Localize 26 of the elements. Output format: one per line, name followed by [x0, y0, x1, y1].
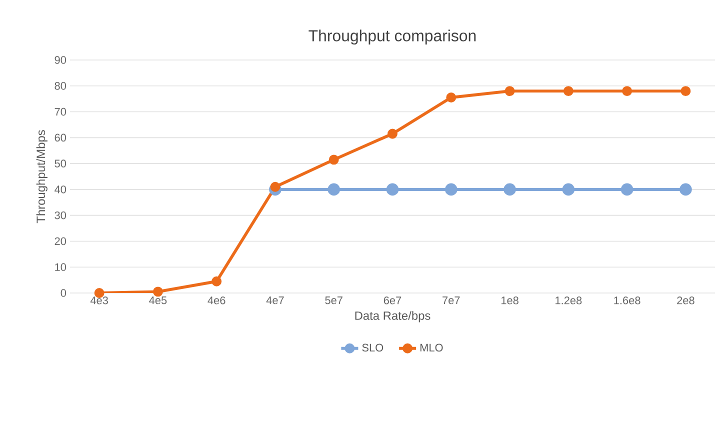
y-tick-label: 30 — [54, 211, 66, 220]
y-tick-label: 60 — [54, 134, 66, 142]
x-tick-label: 4e7 — [266, 296, 284, 304]
x-tick-label: 1.6e8 — [614, 296, 640, 304]
y-axis-title: Throughput/Mbps — [36, 130, 48, 224]
x-tick-label: 4e6 — [208, 296, 226, 304]
y-tick-label: 50 — [54, 160, 66, 168]
legend-label: SLO — [362, 344, 384, 352]
x-tick-label: 2e8 — [677, 296, 694, 304]
x-axis-title: Data Rate/bps — [355, 311, 430, 322]
y-tick-label: 90 — [54, 56, 66, 64]
x-tick-label: 1.2e8 — [556, 296, 582, 304]
x-tick-label: 1e8 — [501, 296, 518, 304]
chart-title: Throughput comparison — [308, 30, 476, 45]
x-tick-label: 4e3 — [90, 296, 108, 304]
y-tick-label: 0 — [60, 289, 66, 297]
y-tick-label: 10 — [55, 263, 66, 271]
legend-label: MLO — [420, 344, 443, 352]
x-tick-label: 6e7 — [384, 296, 402, 304]
y-tick-label: 70 — [54, 108, 66, 116]
x-tick-label: 7e7 — [442, 296, 460, 304]
y-tick-label: 40 — [54, 186, 66, 194]
x-tick-label: 4e5 — [149, 296, 167, 304]
x-tick-label: 5e7 — [325, 296, 342, 304]
y-tick-label: 80 — [54, 82, 66, 90]
y-tick-label: 20 — [54, 237, 66, 246]
